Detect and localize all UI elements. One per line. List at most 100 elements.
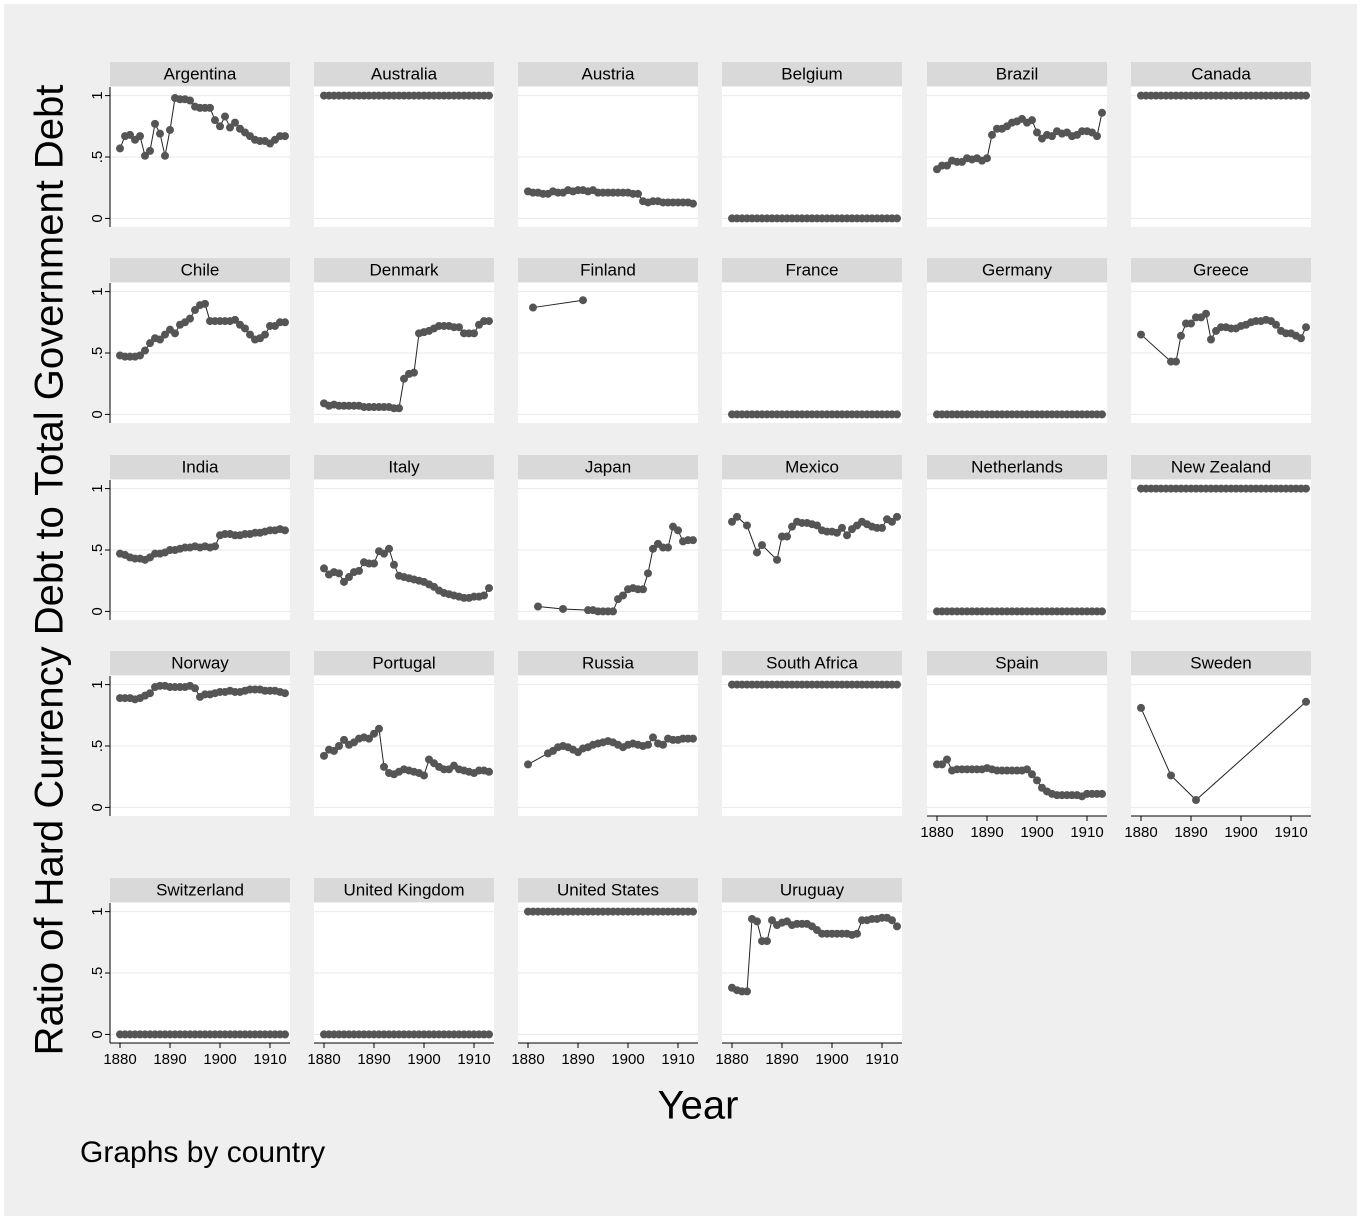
marker	[390, 560, 398, 569]
marker	[888, 517, 896, 526]
panel-title: New Zealand	[1171, 457, 1271, 476]
x-tick-label: 1880	[920, 824, 953, 841]
marker	[1202, 309, 1210, 318]
marker	[728, 517, 736, 526]
marker	[116, 144, 124, 153]
marker	[146, 339, 154, 348]
marker	[186, 96, 194, 105]
y-tick-label: 0	[89, 607, 106, 615]
x-tick-label: 1910	[1070, 824, 1103, 841]
x-tick-label: 1900	[1020, 824, 1053, 841]
marker	[983, 154, 991, 163]
marker	[689, 734, 697, 743]
marker	[1172, 357, 1180, 366]
panel-header	[1131, 258, 1311, 282]
x-tick-label: 1910	[1274, 824, 1307, 841]
marker	[1098, 108, 1106, 117]
marker	[763, 937, 771, 946]
x-tick-label: 1900	[611, 1051, 644, 1068]
panel-title: France	[786, 260, 839, 279]
marker	[281, 526, 289, 535]
y-tick-label: .5	[89, 347, 106, 360]
marker	[231, 315, 239, 324]
marker	[1028, 770, 1036, 779]
marker	[1302, 484, 1310, 493]
panel-header	[314, 651, 494, 675]
y-tick-label: .5	[89, 967, 106, 980]
marker	[1048, 132, 1056, 141]
x-tick-label: 1880	[307, 1051, 340, 1068]
marker	[813, 521, 821, 530]
marker	[743, 987, 751, 996]
panel-header	[110, 651, 290, 675]
marker	[455, 323, 463, 332]
marker	[410, 368, 418, 377]
y-tick-label: 1	[89, 484, 106, 492]
marker	[156, 335, 164, 344]
panel-header	[518, 258, 698, 282]
panel-header	[1131, 62, 1311, 86]
x-tick-label: 1890	[153, 1051, 186, 1068]
panel-header	[518, 62, 698, 86]
x-tick-label: 1910	[457, 1051, 490, 1068]
marker	[1177, 331, 1185, 340]
marker	[141, 151, 149, 160]
panel-header	[518, 651, 698, 675]
panel-header	[927, 651, 1107, 675]
panel-header	[314, 455, 494, 479]
marker	[1098, 410, 1106, 419]
marker	[380, 762, 388, 771]
marker	[649, 733, 657, 742]
marker	[893, 214, 901, 223]
y-tick-label: .5	[89, 151, 106, 164]
panel-title: Belgium	[781, 64, 842, 83]
marker	[186, 314, 194, 323]
panel-header	[1131, 651, 1311, 675]
panel-header	[722, 455, 902, 479]
panel-header	[722, 878, 902, 902]
marker	[649, 544, 657, 553]
x-tick-label: 1890	[765, 1051, 798, 1068]
panel-header	[518, 878, 698, 902]
marker	[743, 521, 751, 530]
note: Graphs by country	[80, 1136, 325, 1169]
marker	[281, 689, 289, 698]
x-tick-label: 1890	[561, 1051, 594, 1068]
marker	[281, 1030, 289, 1039]
y-tick-label: .5	[89, 740, 106, 753]
marker	[146, 146, 154, 155]
marker	[211, 542, 219, 551]
marker	[191, 684, 199, 693]
marker	[619, 591, 627, 600]
marker	[644, 740, 652, 749]
y-tick-label: 1	[89, 91, 106, 99]
x-tick-label: 1890	[1174, 824, 1207, 841]
marker	[534, 602, 542, 611]
panel-title: Australia	[371, 64, 438, 83]
panel-title: Norway	[171, 653, 229, 672]
panel-header	[927, 455, 1107, 479]
marker	[216, 122, 224, 131]
marker	[843, 531, 851, 540]
panel-header	[722, 651, 902, 675]
marker	[211, 116, 219, 125]
panel-title: Spain	[995, 653, 1038, 672]
panel-title: Switzerland	[156, 880, 244, 899]
marker	[156, 129, 164, 138]
marker	[380, 549, 388, 558]
marker	[166, 125, 174, 134]
marker	[161, 330, 169, 339]
panel-title: Portugal	[372, 653, 435, 672]
panel-header	[722, 258, 902, 282]
panel-title: Denmark	[370, 260, 439, 279]
marker	[330, 746, 338, 755]
panel-header	[722, 62, 902, 86]
marker	[1033, 128, 1041, 137]
marker	[201, 299, 209, 308]
panel-title: United Kingdom	[344, 880, 465, 899]
marker	[191, 306, 199, 315]
x-tick-label: 1900	[203, 1051, 236, 1068]
marker	[370, 729, 378, 738]
marker	[246, 330, 254, 339]
series-line	[532, 299, 584, 309]
